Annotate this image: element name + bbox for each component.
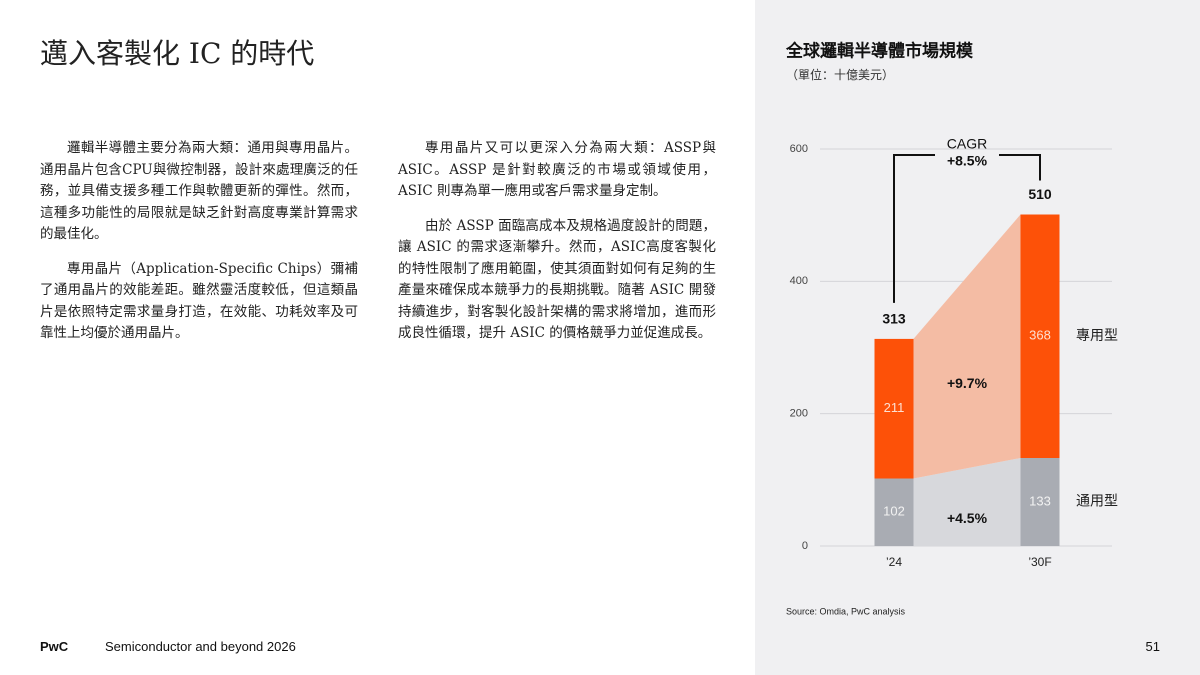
total-label: 510 bbox=[1028, 186, 1052, 202]
value-label: 211 bbox=[884, 400, 905, 415]
bar-segment bbox=[1020, 457, 1060, 546]
page-title: 邁入客製化 IC 的時代 bbox=[40, 37, 315, 70]
value-label: 133 bbox=[1029, 493, 1051, 508]
y-tick-label: 600 bbox=[790, 143, 808, 155]
value-label: 102 bbox=[883, 504, 905, 519]
cagr-label: CAGR bbox=[947, 136, 987, 152]
growth-label: +4.5% bbox=[947, 510, 988, 526]
paragraph: 由於 ASSP 面臨高成本及規格過度設計的問題，讓 ASIC 的需求逐漸攀升。然… bbox=[398, 217, 716, 342]
text-column: 專用晶片又可以更深入分為兩大類：ASSP與 ASIC。ASSP 是針對較廣泛的市… bbox=[398, 138, 716, 358]
bar-segment bbox=[1020, 214, 1060, 458]
total-label: 313 bbox=[882, 311, 906, 327]
cagr-bracket bbox=[999, 154, 1041, 181]
y-tick-label: 400 bbox=[790, 275, 808, 287]
chart-title: 全球邏輯半導體市場規模 bbox=[785, 40, 974, 60]
text-column: 邏輯半導體主要分為兩大類：通用與專用晶片。通用晶片包含CPU與微控制器，設計來處… bbox=[40, 138, 358, 358]
x-tick-label: ’24 bbox=[886, 555, 902, 569]
paragraph: 邏輯半導體主要分為兩大類：通用與專用晶片。通用晶片包含CPU與微控制器，設計來處… bbox=[40, 140, 358, 242]
source: Source: Omdia, PwC analysis bbox=[786, 606, 906, 616]
growth-band bbox=[913, 214, 1021, 479]
y-tick-label: 200 bbox=[790, 408, 808, 420]
chart-subtitle: （單位：十億美元） bbox=[786, 67, 894, 82]
x-tick-label: ’30F bbox=[1028, 555, 1051, 569]
series-label: 專用型 bbox=[1076, 327, 1118, 343]
growth-band bbox=[913, 457, 1021, 546]
doc-name: Semiconductor and beyond 2026 bbox=[105, 639, 296, 654]
page-number: 51 bbox=[1145, 639, 1160, 654]
series-label: 通用型 bbox=[1076, 493, 1118, 509]
cagr-value: +8.5% bbox=[947, 153, 988, 169]
growth-label: +9.7% bbox=[947, 375, 988, 391]
paragraph: 專用晶片（Application-Specific Chips）彌補了通用晶片的… bbox=[40, 260, 358, 342]
paragraph: 專用晶片又可以更深入分為兩大類：ASSP與 ASIC。ASSP 是針對較廣泛的市… bbox=[398, 140, 716, 199]
y-tick-label: 0 bbox=[802, 540, 808, 552]
value-label: 368 bbox=[1029, 328, 1051, 343]
bar-segment bbox=[874, 478, 914, 546]
brand: PwC bbox=[40, 639, 69, 654]
cagr-bracket bbox=[893, 154, 935, 303]
bar-segment bbox=[874, 338, 914, 479]
